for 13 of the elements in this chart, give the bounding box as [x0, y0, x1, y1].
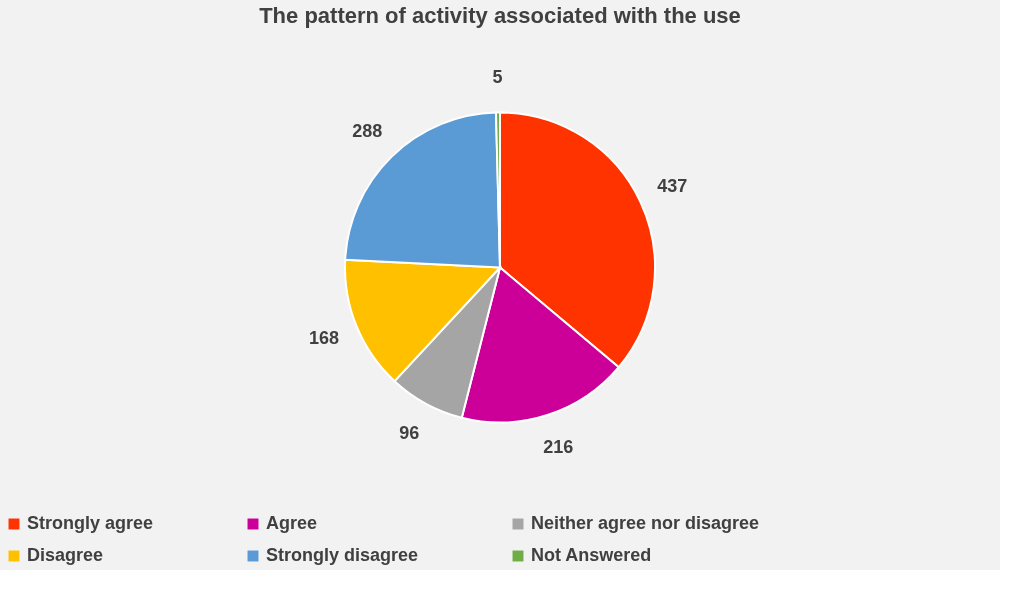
data-label: 96	[399, 423, 420, 444]
chart-title: The pattern of activity associated with the use	[259, 3, 741, 28]
data-label: 5	[492, 66, 503, 87]
data-label: 216	[543, 437, 574, 458]
legend-label: Agree	[266, 513, 318, 533]
legend-label: Disagree	[27, 545, 104, 565]
legend-label: Strongly disagree	[266, 545, 419, 565]
legend-label: Strongly agree	[27, 513, 154, 533]
data-label: 288	[352, 120, 383, 141]
legend-label: Neither agree nor disagree	[531, 513, 760, 533]
data-label: 437	[657, 176, 688, 197]
legend-label: Not Answered	[531, 545, 652, 565]
data-label: 168	[309, 328, 340, 349]
